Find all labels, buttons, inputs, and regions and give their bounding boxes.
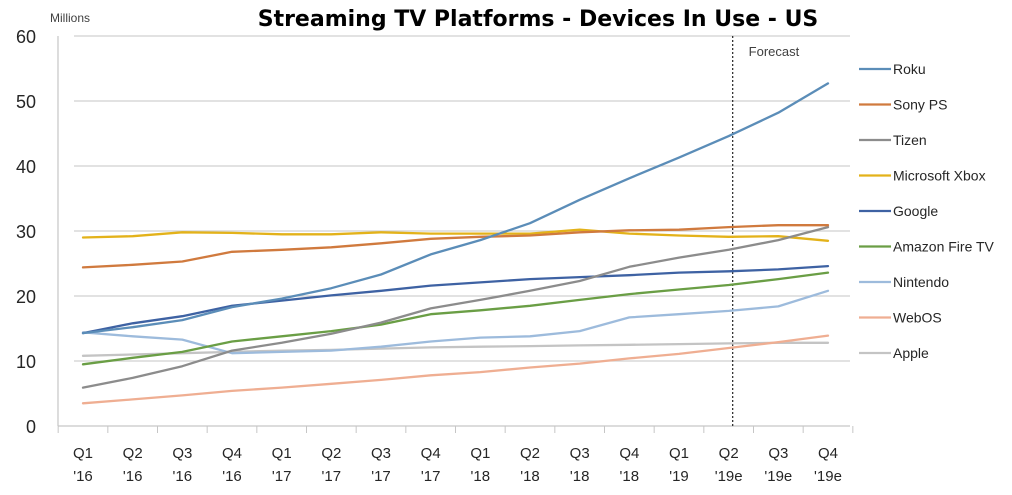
x-tick-label-quarter: Q4 — [619, 445, 639, 462]
legend-label: Amazon Fire TV — [893, 239, 995, 255]
legend-item-nintendo: Nintendo — [859, 274, 949, 290]
series-line-roku — [81, 82, 830, 335]
legend-item-tizen: Tizen — [859, 132, 927, 148]
legend-item-microsoft-xbox: Microsoft Xbox — [859, 168, 986, 184]
y-tick-label: 30 — [16, 222, 36, 242]
y-tick-label: 60 — [16, 27, 36, 47]
x-tick-label-quarter: Q2 — [719, 445, 739, 462]
legend-item-google: Google — [859, 203, 938, 219]
x-tick-label-year: '16 — [222, 468, 242, 485]
x-axis-ticks: Q1 '16 Q2 '16 Q3 '16 Q4 '16 Q1 '17 Q2 '17 Q3 '17 Q4 '17… — [57, 426, 854, 485]
legend-item-webos: WebOS — [859, 310, 942, 326]
x-tick-label-year: '18 — [520, 468, 540, 485]
forecast-annotation: Forecast — [732, 36, 800, 426]
series-line-google — [81, 264, 830, 335]
x-tick-label-year: '19e — [814, 468, 842, 485]
axes — [57, 36, 850, 427]
y-axis-unit-label: Millions — [50, 11, 90, 25]
x-tick-label-quarter: Q2 — [321, 445, 341, 462]
series-line-apple — [81, 341, 830, 357]
y-axis-ticks: 0 10 20 30 40 50 60 — [16, 27, 36, 437]
series-lines — [81, 82, 830, 405]
x-tick-label-quarter: Q3 — [172, 445, 192, 462]
x-tick-label-quarter: Q1 — [272, 445, 292, 462]
x-tick-label-year: '19e — [764, 468, 792, 485]
series-line-amazon-fire-tv — [81, 271, 830, 366]
chart-title: Streaming TV Platforms - Devices In Use … — [258, 7, 819, 32]
x-tick-label-year: '18 — [570, 468, 590, 485]
legend-label: WebOS — [893, 310, 942, 326]
x-tick-label-year: '18 — [620, 468, 640, 485]
x-tick-label-year: '17 — [371, 468, 391, 485]
x-tick-label-quarter: Q2 — [520, 445, 540, 462]
legend: Roku Sony PS Tizen Microsoft Xbox Google Amaz… — [859, 61, 995, 361]
x-tick-label-year: '16 — [73, 468, 93, 485]
x-tick-label-year: '16 — [173, 468, 193, 485]
series-line-microsoft-xbox — [81, 228, 830, 242]
y-tick-label: 40 — [16, 157, 36, 177]
x-tick-label-year: '17 — [272, 468, 292, 485]
x-tick-label-year: '19e — [715, 468, 743, 485]
legend-item-roku: Roku — [859, 61, 926, 77]
x-tick-label-quarter: Q1 — [669, 445, 689, 462]
legend-label: Microsoft Xbox — [893, 168, 986, 184]
x-tick-label-year: '18 — [471, 468, 491, 485]
x-tick-label-quarter: Q4 — [818, 445, 838, 462]
x-tick-label-quarter: Q3 — [570, 445, 590, 462]
series-line-tizen — [81, 225, 830, 389]
x-tick-label-quarter: Q2 — [123, 445, 143, 462]
series-line-sony-ps — [81, 224, 830, 269]
series-line-webos — [81, 334, 830, 405]
legend-label: Google — [893, 203, 938, 219]
y-tick-label: 0 — [26, 417, 36, 437]
x-tick-label-quarter: Q1 — [470, 445, 490, 462]
legend-label: Tizen — [893, 132, 927, 148]
legend-item-amazon-fire-tv: Amazon Fire TV — [859, 239, 995, 255]
legend-label: Roku — [893, 61, 926, 77]
y-tick-label: 10 — [16, 352, 36, 372]
x-tick-label-quarter: Q3 — [768, 445, 788, 462]
x-tick-label-year: '17 — [421, 468, 441, 485]
x-tick-label-year: '17 — [322, 468, 342, 485]
legend-item-apple: Apple — [859, 345, 929, 361]
x-tick-label-quarter: Q3 — [371, 445, 391, 462]
legend-label: Apple — [893, 345, 929, 361]
y-tick-label: 20 — [16, 287, 36, 307]
x-tick-label-year: '19 — [669, 468, 689, 485]
legend-item-sony-ps: Sony PS — [859, 97, 947, 113]
gridlines — [74, 35, 850, 362]
x-tick-label-year: '16 — [123, 468, 143, 485]
forecast-label: Forecast — [749, 44, 800, 59]
legend-label: Sony PS — [893, 97, 947, 113]
x-tick-label-quarter: Q4 — [421, 445, 441, 462]
y-tick-label: 50 — [16, 92, 36, 112]
x-tick-label-quarter: Q1 — [73, 445, 93, 462]
x-tick-label-quarter: Q4 — [222, 445, 242, 462]
legend-label: Nintendo — [893, 274, 949, 290]
